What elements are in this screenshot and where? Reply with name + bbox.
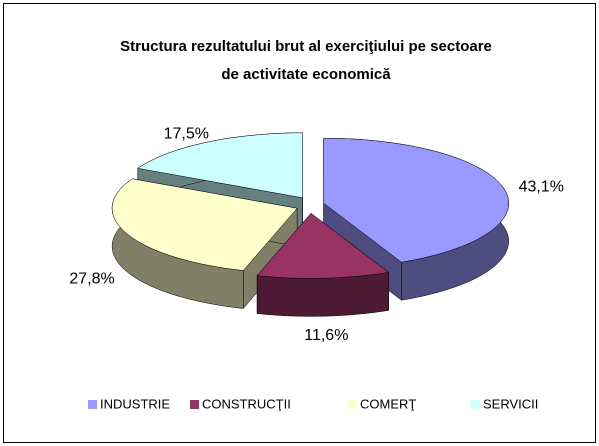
slice bbox=[111, 178, 298, 271]
value-label: 11,6% bbox=[304, 327, 348, 344]
legend-swatch bbox=[471, 400, 480, 409]
slice bbox=[137, 132, 303, 199]
legend-label: COMERŢ bbox=[360, 396, 416, 411]
value-label: 43,1% bbox=[519, 178, 564, 195]
slice bbox=[323, 137, 509, 263]
value-label: 27,8% bbox=[69, 271, 114, 288]
legend-swatch bbox=[190, 400, 199, 409]
legend-label: INDUSTRIE bbox=[100, 396, 170, 411]
pie-tops bbox=[111, 132, 509, 279]
chart-title: Structura rezultatului brut al exerciţiu… bbox=[120, 38, 492, 55]
legend-swatch bbox=[348, 400, 357, 409]
legend-label: CONSTRUCŢII bbox=[202, 396, 291, 411]
slice-wall bbox=[256, 272, 389, 317]
legend-label: SERVICII bbox=[483, 396, 538, 411]
slice bbox=[256, 213, 390, 279]
value-label: 17,5% bbox=[164, 125, 209, 142]
legend-swatch bbox=[88, 400, 97, 409]
chart-title: de activitate economică bbox=[221, 66, 391, 83]
